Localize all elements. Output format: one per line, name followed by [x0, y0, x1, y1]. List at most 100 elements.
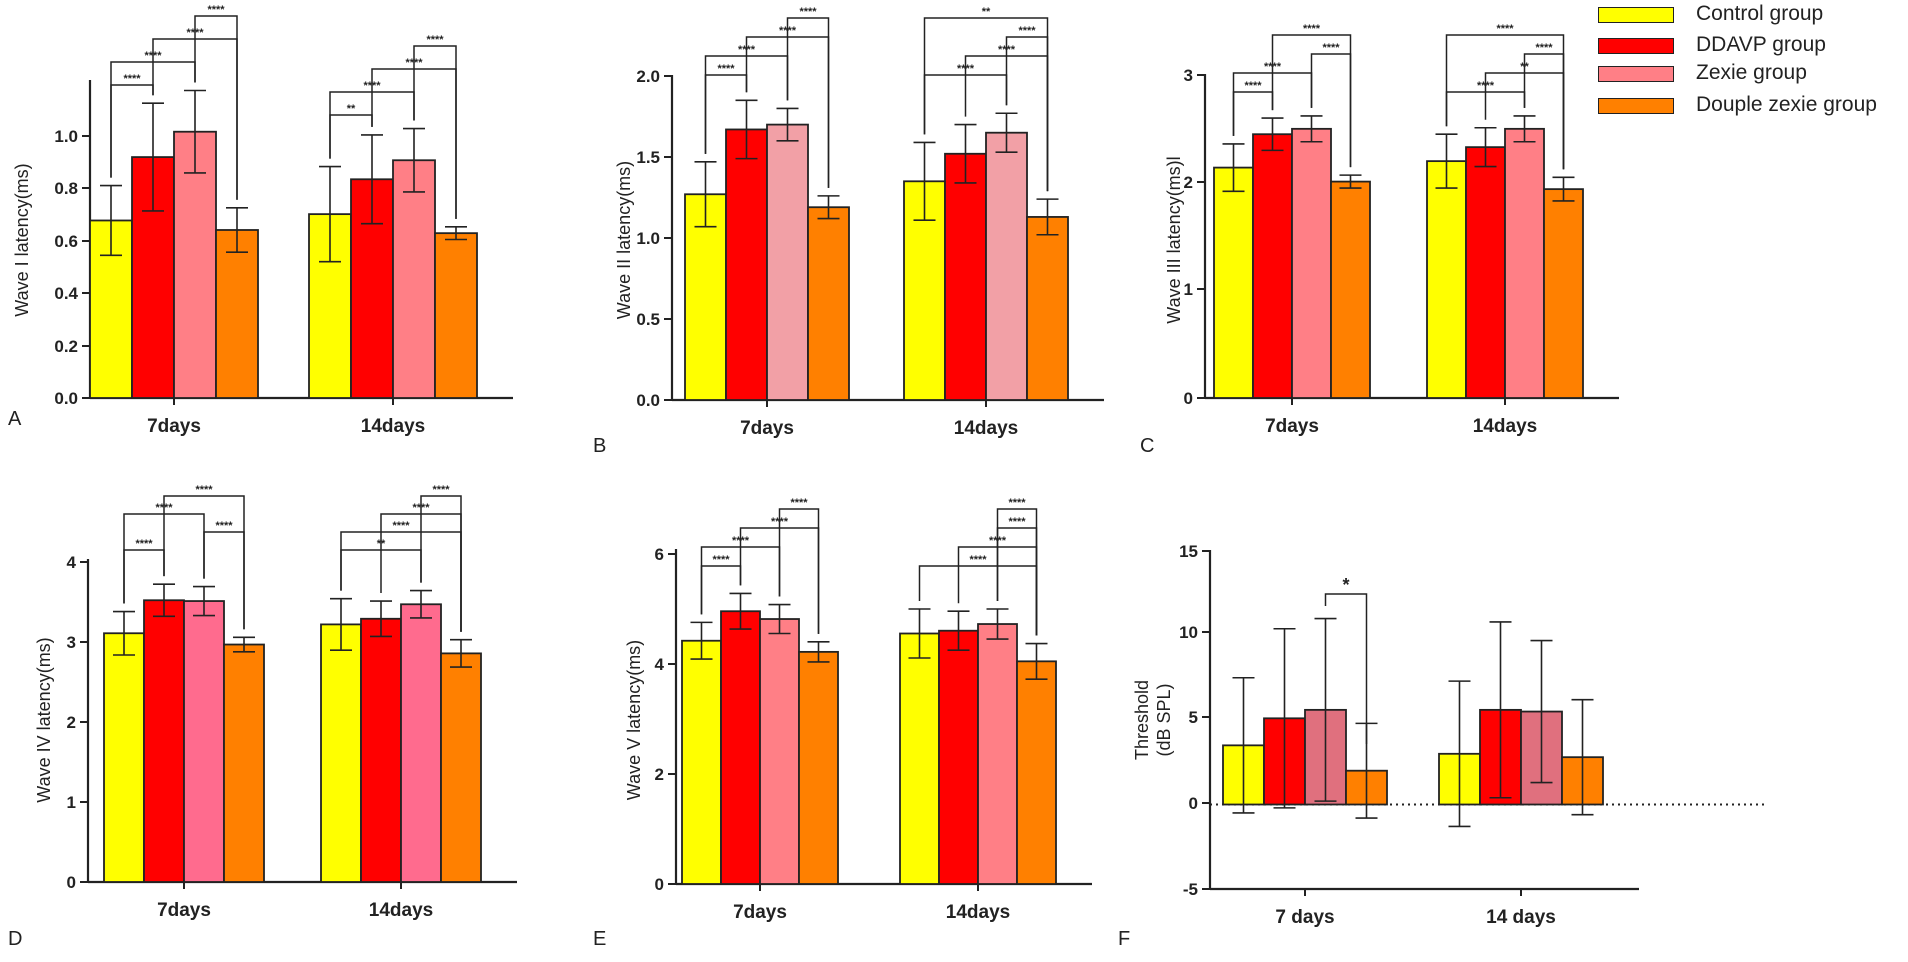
panel-d-bar [360, 617, 402, 883]
panel-d-bar [440, 652, 482, 883]
legend-label-douple-zexie: Douple zexie group [1696, 93, 1877, 116]
panel-b-ytick-label: 1.0 [636, 229, 660, 248]
panel-e-category-label: 7days [733, 902, 787, 923]
panel-d-significance-bracket [163, 495, 245, 630]
panel-d-bar [400, 603, 442, 883]
panel-b-significance-bracket [923, 17, 1049, 192]
legend-swatch-douple-zexie [1598, 98, 1674, 114]
panel-d-significance-bracket [123, 549, 165, 604]
panel-d-ytick-label: 0 [67, 873, 76, 892]
panel-f-category-label: 14 days [1486, 907, 1556, 928]
panel-e-bar [798, 650, 839, 885]
legend-swatch-zexie [1598, 66, 1674, 82]
panel-b-ytick-label: 0.0 [636, 391, 660, 410]
panel-f-significance-bracket [1324, 593, 1368, 744]
panel-a-bar [434, 232, 478, 399]
panel-a-category-label: 7days [147, 416, 201, 437]
panel-a-ytick-label: 0.6 [54, 232, 78, 251]
panel-b-ylabel: Wave II latency(ms) [614, 161, 634, 319]
panel-b-bar [944, 152, 987, 401]
panel-a: 0.0 0.2 0.4 0.6 0.8 1.0 7days 14days Wave I late… [8, 4, 513, 437]
panel-b-bar [985, 131, 1028, 401]
panel-c-letter: C [1140, 435, 1154, 457]
panel-f-ytick-label: 5 [1189, 708, 1198, 727]
panel-d-bar [320, 623, 362, 883]
panel-a-bar [308, 213, 352, 399]
panel-b-bar [684, 193, 727, 401]
panel-a-ytick-label: 0.4 [54, 284, 78, 303]
panel-c-significance-label: **** [1244, 80, 1262, 92]
panel-e-ytick-label: 2 [655, 765, 664, 784]
panel-e-bar [720, 610, 761, 885]
panel-c-category-label: 7days [1265, 416, 1319, 437]
panel-c-significance-label: **** [1303, 23, 1321, 35]
panel-c-category-label: 14days [1473, 416, 1537, 437]
panel-c-bar [1252, 133, 1293, 399]
panel-f-ylabel: Threshold [1132, 680, 1152, 760]
panel-e-bar [899, 632, 940, 885]
panel-f-category-label: 7 days [1275, 907, 1334, 928]
panel-b: 0.0 0.5 1.0 1.5 2.0 7days 14days Wave II latenc… [593, 6, 1104, 457]
panel-b-category-label: 14days [954, 418, 1018, 439]
panel-a-bar [131, 156, 175, 399]
panel-d-significance-label: **** [135, 538, 153, 550]
panel-c-significance-bracket [1232, 91, 1274, 136]
panel-e-letter: E [593, 928, 606, 950]
panel-b-bar [725, 128, 768, 401]
panel-c-significance-bracket [1271, 34, 1352, 168]
panel-b-ytick-label: 2.0 [636, 67, 660, 86]
panel-a-significance-label: ** [347, 103, 356, 115]
panel-a-significance-bracket [329, 114, 373, 159]
panel-c-ytick-label: 3 [1184, 66, 1193, 85]
panel-e-bar [681, 639, 722, 885]
panel-e-significance-bracket [996, 508, 1038, 636]
panel-e-ytick-label: 4 [655, 655, 665, 674]
panel-b-bar [766, 123, 809, 401]
panel-d-ylabel: Wave IV latency(ms) [34, 637, 54, 802]
panel-c-ylabel: Wave III latency(ms)l [1164, 156, 1184, 323]
panel-d-bar [223, 643, 265, 883]
panel-b-ytick-label: 1.5 [636, 148, 660, 167]
panel-d-category-label: 14days [369, 900, 433, 921]
panel-e-ytick-label: 0 [655, 875, 664, 894]
panel-c-significance-label: **** [1496, 23, 1514, 35]
panel-a-bar [392, 159, 436, 399]
panel-e-ylabel: Wave V latency(ms) [624, 640, 644, 800]
legend-swatch-ddavp [1598, 38, 1674, 54]
panel-e-significance-label: **** [790, 497, 808, 509]
panel-c-bar [1543, 188, 1584, 399]
panel-e-bar [759, 618, 800, 885]
panel-d-ytick-label: 2 [67, 713, 76, 732]
panel-c-ytick-label: 0 [1184, 389, 1193, 408]
legend-label-ddavp: DDAVP group [1696, 33, 1826, 56]
panel-d-ytick-label: 1 [67, 793, 76, 812]
panel-c-bar [1213, 166, 1254, 399]
panel-d-letter: D [8, 928, 22, 950]
panel-c: 0 1 2 3 7days 14days Wave III latency(ms)l C ***… [1140, 23, 1619, 457]
panel-e-significance-bracket [778, 508, 820, 634]
panel-a-bar [215, 229, 259, 399]
panel-b-category-label: 7days [740, 418, 794, 439]
panel-d-significance-label: **** [392, 520, 410, 532]
panel-c-bar [1504, 127, 1545, 399]
panel-a-significance-label: **** [426, 34, 444, 46]
panel-a-significance-bracket [413, 45, 457, 219]
panel-a-category-label: 14days [361, 416, 425, 437]
panel-b-ytick-label: 0.5 [636, 310, 660, 329]
panel-b-bar [807, 206, 850, 401]
panel-f-significance-label: * [1342, 575, 1349, 595]
legend-label-zexie: Zexie group [1696, 61, 1807, 84]
panel-e-significance-label: **** [712, 554, 730, 566]
panel-a-ytick-label: 0.8 [54, 179, 78, 198]
panel-f-ytick-label: 0 [1189, 794, 1198, 813]
panel-e-significance-label: **** [1008, 497, 1026, 509]
panel-f: -5 0 5 10 15 7 days 14 days Threshold (dB SPL) F * [1118, 542, 1768, 950]
panel-d: 0 1 2 3 4 7days 14days Wave IV latency(ms) D ****… [8, 484, 517, 950]
panel-e-bar [938, 629, 979, 885]
panel-a-significance-label: **** [207, 4, 225, 16]
panel-c-bar [1291, 127, 1332, 399]
panel-b-significance-bracket [786, 17, 830, 188]
panel-e-bar [1016, 660, 1057, 885]
panel-d-significance-label: **** [195, 484, 213, 496]
